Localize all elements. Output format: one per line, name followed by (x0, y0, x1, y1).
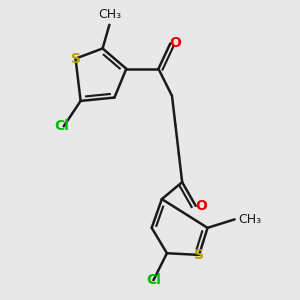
Text: S: S (70, 52, 80, 66)
Text: Cl: Cl (146, 273, 161, 287)
Text: CH₃: CH₃ (238, 213, 261, 226)
Text: S: S (194, 248, 204, 262)
Text: O: O (169, 36, 181, 50)
Text: Cl: Cl (55, 119, 69, 133)
Text: CH₃: CH₃ (98, 8, 121, 21)
Text: O: O (195, 199, 207, 213)
